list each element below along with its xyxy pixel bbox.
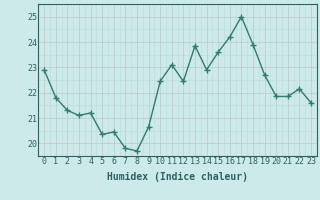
X-axis label: Humidex (Indice chaleur): Humidex (Indice chaleur) xyxy=(107,172,248,182)
